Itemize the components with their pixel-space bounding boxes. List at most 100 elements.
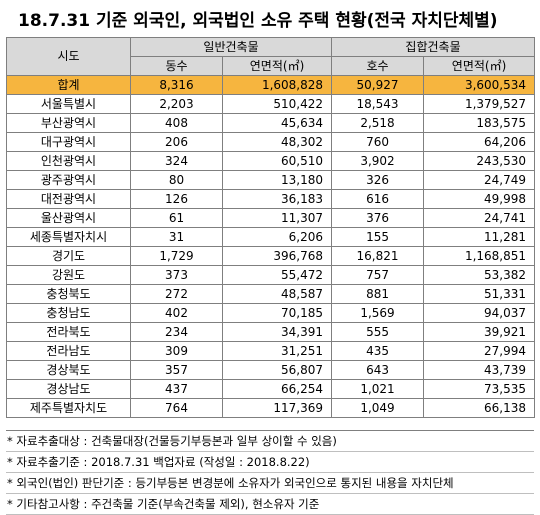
note-line: * 자료추출기준 : 2018.7.31 백업자료 (작성일 : 2018.8.… bbox=[6, 452, 534, 473]
region-cell: 충청남도 bbox=[6, 303, 131, 323]
note-line: * 외국인(법인) 판단기준 : 등기부등본 변경분에 소유자가 외국인으로 통… bbox=[6, 473, 534, 494]
region-cell: 강원도 bbox=[6, 265, 131, 285]
collective-area-cell: 24,749 bbox=[423, 170, 536, 190]
collective-area-cell: 1,379,527 bbox=[423, 94, 536, 114]
table-row: 부산광역시 408 45,634 2,518 183,575 bbox=[6, 113, 536, 133]
collective-area-cell: 43,739 bbox=[423, 360, 536, 380]
general-count-cell: 357 bbox=[130, 360, 223, 380]
general-count-cell: 206 bbox=[130, 132, 223, 152]
table-row: 서울특별시 2,203 510,422 18,543 1,379,527 bbox=[6, 94, 536, 114]
header-general-group: 일반건축물 bbox=[129, 37, 333, 57]
collective-count-cell: 881 bbox=[331, 284, 425, 304]
header-general-area: 연면적(㎡) bbox=[221, 56, 333, 76]
general-count-cell: 324 bbox=[130, 151, 223, 171]
collective-area-cell: 73,535 bbox=[423, 379, 536, 399]
region-cell: 서울특별시 bbox=[6, 94, 131, 114]
region-cell: 경상북도 bbox=[6, 360, 131, 380]
general-area-cell: 56,807 bbox=[221, 360, 333, 380]
table-row: 울산광역시 61 11,307 376 24,741 bbox=[6, 208, 536, 228]
collective-count-cell: 1,049 bbox=[331, 398, 425, 418]
table-row: 강원도 373 55,472 757 53,382 bbox=[6, 265, 536, 285]
collective-area-cell: 243,530 bbox=[423, 151, 536, 171]
collective-area-cell: 24,741 bbox=[423, 208, 536, 228]
region-cell: 경기도 bbox=[6, 246, 131, 266]
general-area-cell: 31,251 bbox=[221, 341, 333, 361]
region-cell: 전라남도 bbox=[6, 341, 131, 361]
collective-count-cell: 1,569 bbox=[331, 303, 425, 323]
header-region: 시도 bbox=[6, 37, 131, 76]
general-count-cell: 80 bbox=[130, 170, 223, 190]
general-area-cell: 117,369 bbox=[221, 398, 333, 418]
general-area-cell: 11,307 bbox=[221, 208, 333, 228]
collective-area-cell: 11,281 bbox=[423, 227, 536, 247]
general-area-cell: 60,510 bbox=[221, 151, 333, 171]
collective-area-cell: 49,998 bbox=[423, 189, 536, 209]
total-general-area: 1,608,828 bbox=[221, 75, 333, 95]
housing-table: 시도 일반건축물 집합건축물 동수 연면적(㎡) 호수 연면적(㎡) 합계 8,… bbox=[6, 37, 536, 418]
header-collective-group: 집합건축물 bbox=[331, 37, 536, 57]
general-count-cell: 408 bbox=[130, 113, 223, 133]
collective-area-cell: 53,382 bbox=[423, 265, 536, 285]
region-cell: 제주특별자치도 bbox=[6, 398, 131, 418]
page-title: 18.7.31 기준 외국인, 외국법인 소유 주택 현황(전국 자치단체별) bbox=[18, 11, 498, 31]
collective-area-cell: 66,138 bbox=[423, 398, 536, 418]
general-count-cell: 402 bbox=[130, 303, 223, 323]
table-row: 경기도 1,729 396,768 16,821 1,168,851 bbox=[6, 246, 536, 266]
note-line: * 기타참고사항 : 주건축물 기준(부속건축물 제외), 현소유자 기준 bbox=[6, 494, 534, 515]
collective-area-cell: 27,994 bbox=[423, 341, 536, 361]
region-cell: 경상남도 bbox=[6, 379, 131, 399]
notes-section: * 자료추출대상 : 건축물대장(건물등기부등본과 일부 상이할 수 있음) * … bbox=[6, 430, 534, 515]
collective-count-cell: 18,543 bbox=[331, 94, 425, 114]
general-count-cell: 61 bbox=[130, 208, 223, 228]
general-count-cell: 272 bbox=[130, 284, 223, 304]
general-count-cell: 1,729 bbox=[130, 246, 223, 266]
region-cell: 대전광역시 bbox=[6, 189, 131, 209]
general-area-cell: 45,634 bbox=[221, 113, 333, 133]
collective-count-cell: 326 bbox=[331, 170, 425, 190]
collective-count-cell: 760 bbox=[331, 132, 425, 152]
collective-area-cell: 94,037 bbox=[423, 303, 536, 323]
table-row: 충청남도 402 70,185 1,569 94,037 bbox=[6, 303, 536, 323]
general-count-cell: 126 bbox=[130, 189, 223, 209]
total-collective-count: 50,927 bbox=[331, 75, 425, 95]
region-cell: 인천광역시 bbox=[6, 151, 131, 171]
header-collective-count: 호수 bbox=[331, 56, 425, 76]
table-row: 광주광역시 80 13,180 326 24,749 bbox=[6, 170, 536, 190]
note-line: * 자료추출대상 : 건축물대장(건물등기부등본과 일부 상이할 수 있음) bbox=[6, 430, 534, 452]
collective-area-cell: 183,575 bbox=[423, 113, 536, 133]
general-area-cell: 48,587 bbox=[221, 284, 333, 304]
general-count-cell: 234 bbox=[130, 322, 223, 342]
general-count-cell: 309 bbox=[130, 341, 223, 361]
table-row: 경상남도 437 66,254 1,021 73,535 bbox=[6, 379, 536, 399]
collective-count-cell: 155 bbox=[331, 227, 425, 247]
table-row: 대전광역시 126 36,183 616 49,998 bbox=[6, 189, 536, 209]
region-cell: 전라북도 bbox=[6, 322, 131, 342]
total-collective-area: 3,600,534 bbox=[423, 75, 536, 95]
total-row: 합계 8,316 1,608,828 50,927 3,600,534 bbox=[6, 75, 536, 95]
table-row: 대구광역시 206 48,302 760 64,206 bbox=[6, 132, 536, 152]
header-general-count: 동수 bbox=[130, 56, 223, 76]
collective-count-cell: 376 bbox=[331, 208, 425, 228]
table-row: 충청북도 272 48,587 881 51,331 bbox=[6, 284, 536, 304]
table-row: 세종특별자치시 31 6,206 155 11,281 bbox=[6, 227, 536, 247]
collective-area-cell: 64,206 bbox=[423, 132, 536, 152]
general-count-cell: 373 bbox=[130, 265, 223, 285]
table-row: 경상북도 357 56,807 643 43,739 bbox=[6, 360, 536, 380]
collective-area-cell: 1,168,851 bbox=[423, 246, 536, 266]
collective-count-cell: 643 bbox=[331, 360, 425, 380]
general-count-cell: 764 bbox=[130, 398, 223, 418]
general-count-cell: 2,203 bbox=[130, 94, 223, 114]
total-region: 합계 bbox=[6, 75, 131, 95]
general-count-cell: 437 bbox=[130, 379, 223, 399]
collective-area-cell: 39,921 bbox=[423, 322, 536, 342]
collective-count-cell: 16,821 bbox=[331, 246, 425, 266]
general-area-cell: 510,422 bbox=[221, 94, 333, 114]
collective-count-cell: 3,902 bbox=[331, 151, 425, 171]
total-general-count: 8,316 bbox=[130, 75, 223, 95]
region-cell: 광주광역시 bbox=[6, 170, 131, 190]
table-row: 전라남도 309 31,251 435 27,994 bbox=[6, 341, 536, 361]
table-row: 전라북도 234 34,391 555 39,921 bbox=[6, 322, 536, 342]
collective-count-cell: 435 bbox=[331, 341, 425, 361]
general-area-cell: 36,183 bbox=[221, 189, 333, 209]
general-area-cell: 13,180 bbox=[221, 170, 333, 190]
